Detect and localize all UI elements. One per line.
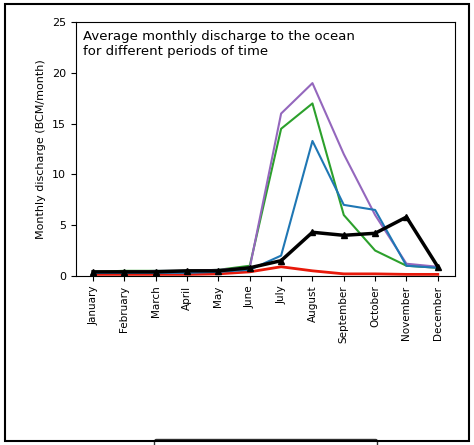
- 2000-2004: [435, 272, 441, 277]
- 1901-1947: [310, 101, 315, 106]
- 1967-1990: [184, 270, 190, 275]
- 1901-1947: [435, 265, 441, 271]
- 1901-1947: [247, 263, 253, 268]
- 1967-1990: [216, 269, 221, 275]
- 2000-2004: [184, 272, 190, 277]
- Text: Average monthly discharge to the ocean
for different periods of time: Average monthly discharge to the ocean f…: [83, 30, 356, 58]
- 1948-1966: [310, 81, 315, 86]
- 1901-1947: [216, 267, 221, 272]
- Line: 1948-1966: 1948-1966: [93, 83, 438, 273]
- 2000-2004: [121, 272, 127, 277]
- 1901-1947: [184, 268, 190, 274]
- 1991-1999: [247, 265, 253, 271]
- 1991-1999: [435, 264, 441, 269]
- 2000-2004: [310, 268, 315, 274]
- 1948-1966: [153, 268, 159, 274]
- 1948-1966: [404, 261, 410, 267]
- 1901-1947: [90, 269, 96, 275]
- 1967-1990: [90, 270, 96, 275]
- 2000-2004: [404, 272, 410, 277]
- 1948-1966: [247, 265, 253, 271]
- 1991-1999: [310, 230, 315, 235]
- Line: 1901-1947: 1901-1947: [93, 103, 438, 272]
- 1991-1999: [404, 214, 410, 220]
- Legend: 2000-2004, 1901-1947, 1948-1966, 1967-1990, 1991-1999: 2000-2004, 1901-1947, 1948-1966, 1967-19…: [154, 439, 377, 445]
- 2000-2004: [216, 271, 221, 276]
- 2000-2004: [153, 272, 159, 277]
- 1967-1990: [435, 265, 441, 271]
- 1948-1966: [341, 151, 346, 157]
- 1948-1966: [121, 269, 127, 275]
- 1991-1999: [184, 268, 190, 274]
- 1991-1999: [90, 269, 96, 275]
- 1967-1990: [153, 270, 159, 275]
- 1967-1990: [121, 270, 127, 275]
- 1967-1990: [247, 267, 253, 272]
- 1967-1990: [341, 202, 346, 207]
- 1967-1990: [310, 138, 315, 144]
- 1948-1966: [184, 268, 190, 274]
- 1967-1990: [278, 253, 284, 258]
- 1901-1947: [153, 268, 159, 274]
- 2000-2004: [90, 272, 96, 277]
- 2000-2004: [278, 264, 284, 269]
- 1948-1966: [278, 111, 284, 116]
- 1901-1947: [341, 212, 346, 218]
- 1967-1990: [372, 207, 378, 213]
- 1901-1947: [404, 263, 410, 268]
- 2000-2004: [341, 271, 346, 276]
- 1967-1990: [404, 263, 410, 268]
- Y-axis label: Monthly discharge (BCM/month): Monthly discharge (BCM/month): [36, 59, 46, 239]
- 1948-1966: [90, 270, 96, 275]
- 1991-1999: [216, 268, 221, 274]
- 1948-1966: [216, 267, 221, 272]
- 1991-1999: [278, 258, 284, 263]
- Line: 2000-2004: 2000-2004: [93, 267, 438, 275]
- Line: 1967-1990: 1967-1990: [93, 141, 438, 273]
- 1991-1999: [121, 269, 127, 275]
- 1901-1947: [372, 248, 378, 253]
- 2000-2004: [372, 271, 378, 276]
- 1991-1999: [153, 269, 159, 275]
- 1948-1966: [372, 212, 378, 218]
- Line: 1991-1999: 1991-1999: [90, 214, 441, 275]
- 1948-1966: [435, 264, 441, 269]
- 1991-1999: [372, 231, 378, 236]
- 1991-1999: [341, 233, 346, 238]
- 2000-2004: [247, 269, 253, 275]
- 1901-1947: [278, 126, 284, 131]
- 1901-1947: [121, 268, 127, 274]
